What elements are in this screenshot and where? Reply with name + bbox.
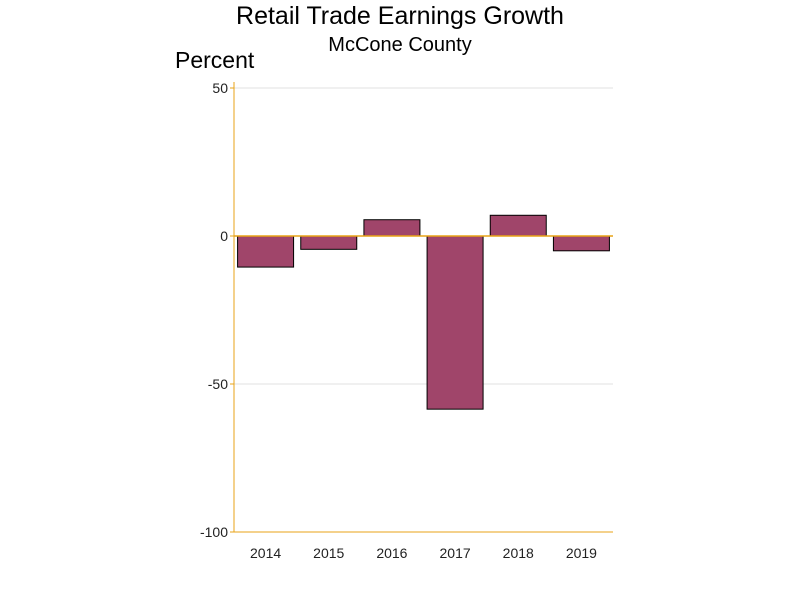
bar-2014 <box>237 235 295 268</box>
y-axis-label: Percent <box>175 47 255 73</box>
grid-lines <box>234 87 613 533</box>
x-tick-label: 2017 <box>440 545 471 561</box>
bar-2017 <box>426 235 484 410</box>
bar-2016 <box>363 219 421 237</box>
x-tick-label: 2018 <box>503 545 534 561</box>
y-tick-labels: 50 0 -50 -100 <box>200 80 228 540</box>
x-tick-labels: 2014 2015 2016 2017 2018 2019 <box>250 545 597 561</box>
y-tick-label: 50 <box>212 80 228 96</box>
y-tick-label: -100 <box>200 524 228 540</box>
y-tick-label: -50 <box>208 376 228 392</box>
y-tick-label: 0 <box>220 228 228 244</box>
bar-2018 <box>489 214 547 237</box>
x-tick-label: 2016 <box>376 545 407 561</box>
bar-2019 <box>552 235 610 252</box>
x-tick-label: 2014 <box>250 545 281 561</box>
bar-2015 <box>300 235 358 250</box>
x-tick-label: 2015 <box>313 545 344 561</box>
axes <box>230 82 613 533</box>
chart-subtitle: McCone County <box>328 34 472 56</box>
bars <box>237 214 610 410</box>
x-tick-label: 2019 <box>566 545 597 561</box>
chart-title: Retail Trade Earnings Growth <box>236 2 564 30</box>
